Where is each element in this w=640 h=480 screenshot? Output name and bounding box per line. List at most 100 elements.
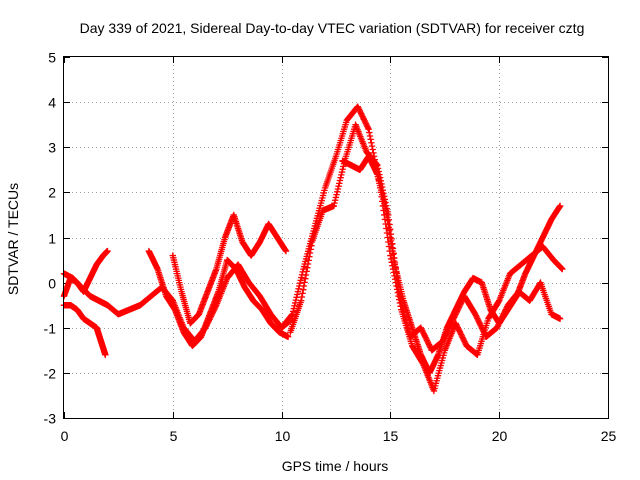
x-tick-label: 25 — [601, 428, 617, 444]
data-point — [462, 339, 469, 347]
chart-title: Day 339 of 2021, Sidereal Day-to-day VTE… — [80, 20, 585, 36]
y-tick-label: 5 — [48, 50, 56, 66]
data-point — [334, 185, 342, 193]
x-tick-label: 0 — [61, 428, 69, 444]
data-point — [363, 121, 370, 129]
data-point — [478, 323, 485, 331]
grid — [64, 57, 608, 418]
data-point — [305, 257, 312, 264]
data-point — [453, 321, 460, 328]
data-point — [455, 327, 463, 334]
y-tick-label: 3 — [48, 140, 56, 156]
data-point — [361, 117, 368, 124]
data-point — [297, 297, 305, 304]
data-point — [300, 286, 307, 293]
y-axis-label: SDTVAR / TECUs — [5, 183, 21, 295]
x-tick-label: 10 — [275, 428, 291, 444]
data-point — [358, 111, 366, 119]
data-point — [298, 293, 306, 301]
data-point — [357, 109, 364, 116]
data-point — [304, 260, 312, 268]
data-point — [365, 126, 372, 133]
data-point — [459, 335, 467, 342]
y-tick-label: -3 — [44, 411, 57, 427]
data-point — [332, 194, 340, 201]
data-point — [104, 247, 111, 255]
data-point — [477, 322, 484, 329]
x-axis-label: GPS time / hours — [282, 458, 389, 474]
data-point — [423, 335, 430, 343]
data-point — [300, 282, 308, 290]
data-point — [421, 331, 428, 339]
data-point — [421, 333, 429, 340]
x-tick-label: 5 — [170, 428, 178, 444]
data-point — [366, 129, 373, 136]
data-point — [333, 191, 340, 198]
data-point — [423, 337, 431, 344]
data-point — [356, 107, 363, 115]
data-point — [453, 322, 461, 330]
data-point — [296, 279, 304, 287]
data-point — [362, 118, 369, 126]
data-markers — [60, 103, 566, 395]
data-point — [337, 174, 344, 181]
data-point — [304, 264, 311, 271]
y-tick-label: 4 — [48, 95, 56, 111]
data-point — [472, 311, 479, 318]
data-point — [420, 330, 427, 337]
data-point — [417, 324, 425, 331]
y-tick-label: -2 — [44, 366, 57, 382]
data-point — [282, 247, 290, 255]
data-point — [338, 168, 346, 176]
data-point — [284, 333, 292, 340]
data-point — [476, 320, 484, 328]
data-point — [474, 315, 481, 322]
data-point — [455, 325, 462, 333]
y-tick-label: 1 — [48, 231, 56, 247]
data-point — [295, 285, 302, 293]
data-point — [480, 327, 487, 335]
data-point — [556, 315, 564, 322]
series-track-h — [339, 153, 564, 377]
data-point — [478, 325, 486, 332]
data-point — [355, 106, 363, 113]
data-point — [291, 302, 298, 309]
data-point — [331, 197, 339, 204]
data-point — [297, 277, 304, 284]
data-point — [307, 246, 314, 253]
data-point — [364, 124, 372, 131]
data-point — [301, 279, 308, 286]
data-point — [475, 318, 482, 325]
data-point — [459, 334, 466, 341]
data-point — [289, 308, 297, 315]
data-point — [369, 146, 376, 153]
data-point — [474, 316, 482, 324]
data-point — [456, 328, 463, 335]
data-point — [303, 268, 310, 275]
data-point — [334, 188, 341, 196]
x-tick-label: 15 — [383, 428, 399, 444]
data-point — [362, 120, 370, 127]
plot-frame — [63, 56, 609, 419]
y-tick-label: 2 — [48, 185, 56, 201]
data-point — [306, 249, 314, 257]
y-tick-label: -1 — [44, 321, 57, 337]
data-point — [368, 142, 376, 150]
data-point — [418, 325, 425, 333]
series-track-b — [60, 301, 109, 359]
data-point — [495, 298, 502, 306]
data-point — [354, 103, 361, 110]
data-point — [302, 271, 310, 279]
data-point — [473, 313, 480, 321]
data-point — [308, 242, 315, 249]
data-point — [360, 114, 367, 122]
data-point — [424, 338, 431, 346]
data-point — [364, 123, 371, 130]
data-point — [367, 136, 374, 143]
data-point — [102, 351, 109, 359]
data-point — [298, 274, 305, 281]
series-track-f — [278, 103, 566, 395]
data-point — [472, 312, 480, 319]
data-point — [476, 319, 483, 326]
